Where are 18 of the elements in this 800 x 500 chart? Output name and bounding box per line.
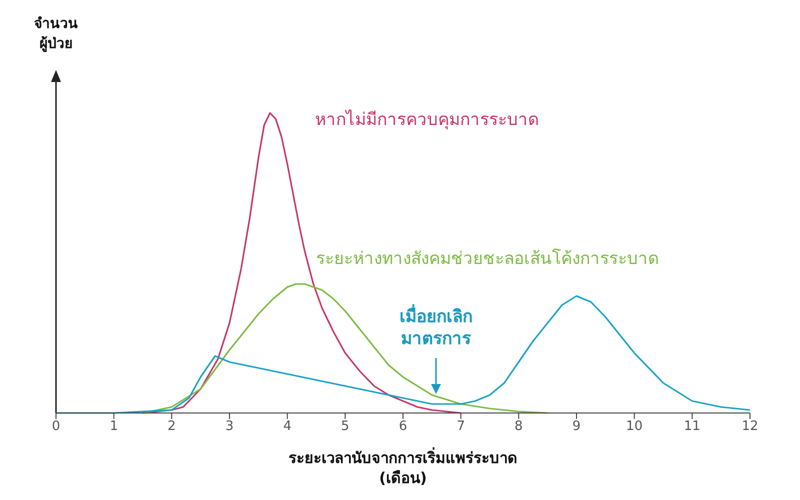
x-tick-label: 12 bbox=[742, 419, 758, 434]
series-label: ระยะห่างทางสังคมช่วยชะลอเส้นโค้งการระบาด bbox=[316, 248, 660, 269]
x-tick-label: 10 bbox=[626, 419, 643, 434]
x-tick-label: 11 bbox=[684, 419, 700, 434]
x-tick-label: 2 bbox=[168, 419, 176, 434]
x-tick-label: 5 bbox=[341, 419, 350, 434]
x-tick-label: 6 bbox=[398, 419, 408, 434]
x-tick-label: 1 bbox=[110, 419, 118, 434]
x-tick-label: 8 bbox=[514, 419, 523, 434]
x-tick-label: 9 bbox=[572, 419, 581, 434]
x-tick-label: 0 bbox=[52, 419, 60, 434]
x-axis-title: ระยะเวลานับจากการเริ่มแพร่ระบาด (เดือน) bbox=[288, 447, 518, 487]
x-tick-label: 3 bbox=[225, 419, 234, 434]
text: หากไม่มีการควบคุมการระบาด bbox=[314, 109, 539, 130]
y-axis-title: จำนวน ผู้ป่วย bbox=[34, 16, 78, 52]
x-tick-label: 4 bbox=[283, 419, 292, 434]
annotation: เมื่อยกเลิก มาตรการ bbox=[400, 304, 472, 349]
x-tick-label: 7 bbox=[456, 419, 465, 434]
